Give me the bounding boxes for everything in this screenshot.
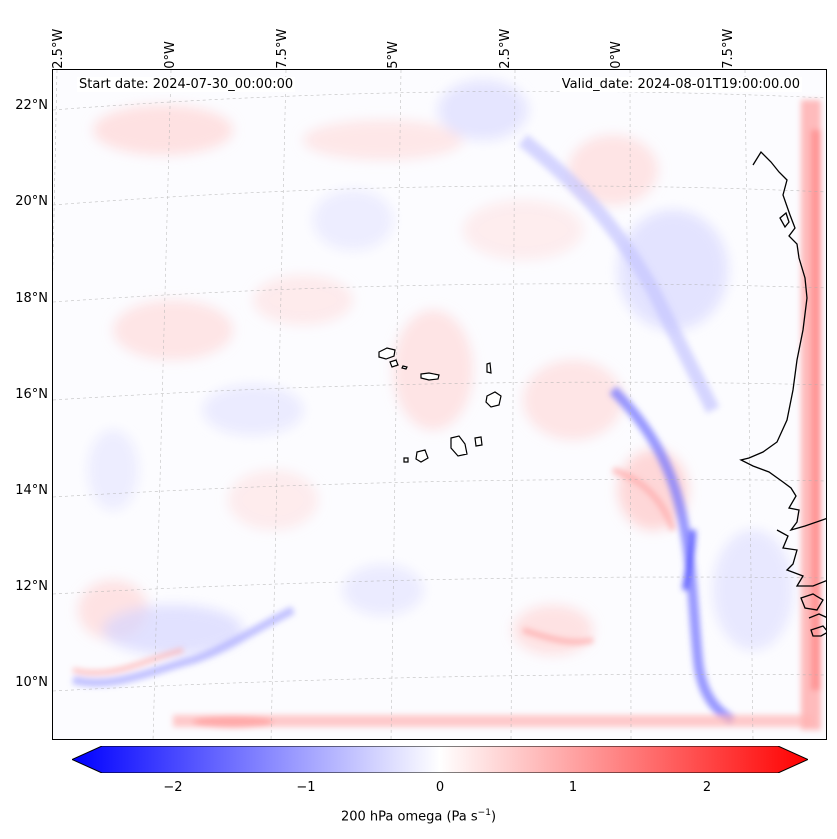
lat-label-16n: 16°N bbox=[15, 387, 48, 402]
colorbar-tick-1: 1 bbox=[568, 780, 578, 795]
colorbar bbox=[72, 746, 808, 773]
colorbar-tick-neg1: −1 bbox=[296, 780, 316, 795]
valid-date-label: Valid_date: 2024-08-01T19:00:00.00 bbox=[559, 77, 802, 92]
colorbar-tick-2: 2 bbox=[702, 780, 712, 795]
colorbar-label-exponent: −1 bbox=[477, 808, 491, 818]
lat-label-22n: 22°N bbox=[15, 98, 48, 113]
colorbar-tick-neg2: −2 bbox=[163, 780, 183, 795]
lat-label-10n: 10°N bbox=[15, 675, 48, 690]
start-date-label: Start date: 2024-07-30_00:00:00 bbox=[77, 77, 296, 92]
omega-field-shading bbox=[78, 80, 793, 655]
omega-field-features bbox=[72, 100, 821, 730]
lat-label-14n: 14°N bbox=[15, 483, 48, 498]
colorbar-tick-0: 0 bbox=[435, 780, 445, 795]
lat-label-20n: 20°N bbox=[15, 194, 48, 209]
cape-verde-islands bbox=[378, 347, 502, 463]
graticule bbox=[53, 70, 826, 739]
colorbar-label-end: ) bbox=[490, 809, 497, 825]
african-coastline bbox=[739, 150, 826, 637]
omega-field-map bbox=[53, 70, 826, 739]
map-panel: Start date: 2024-07-30_00:00:00 Valid_da… bbox=[52, 69, 827, 740]
lat-label-12n: 12°N bbox=[15, 579, 48, 594]
colorbar-label-text: 200 hPa omega (Pa s bbox=[340, 809, 478, 825]
lat-label-18n: 18°N bbox=[15, 291, 48, 306]
colorbar-gradient bbox=[72, 746, 808, 773]
colorbar-label: 200 hPa omega (Pa s−1) bbox=[0, 808, 837, 824]
